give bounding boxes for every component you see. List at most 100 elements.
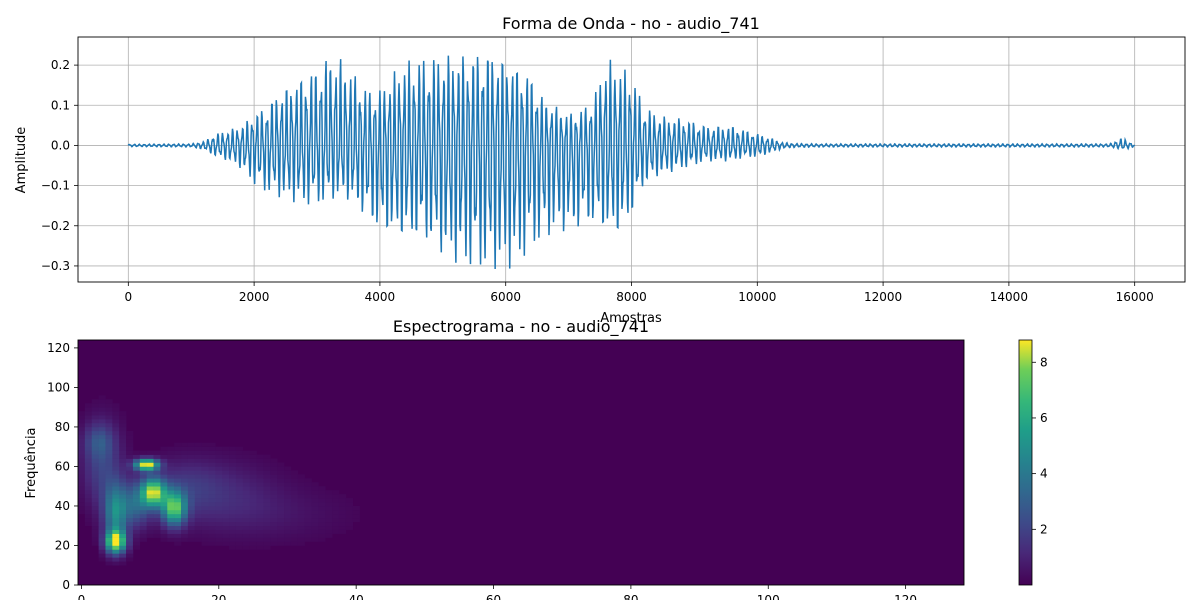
spectrogram-cell	[290, 509, 299, 515]
spectrogram-cell	[112, 505, 120, 511]
spectrogram-cell	[146, 533, 154, 538]
spectrogram-cell	[297, 502, 305, 507]
spectrogram-cell	[132, 513, 141, 519]
spectrogram-y-tick-label: 60	[55, 459, 70, 473]
spectrogram-cell	[297, 529, 305, 534]
spectrogram-cell	[290, 533, 299, 538]
spectrogram-cell	[181, 446, 189, 451]
spectrogram-cell	[277, 474, 285, 479]
spectrogram-cell	[91, 426, 99, 432]
spectrogram-cell	[112, 561, 120, 566]
waveform-y-tick-label: −0.2	[41, 219, 70, 233]
spectrogram-cell	[249, 517, 257, 523]
spectrogram-cell	[235, 541, 244, 546]
spectrogram-cell	[256, 474, 264, 479]
spectrogram-cell	[98, 494, 106, 499]
spectrogram-cell	[139, 537, 147, 542]
spectrogram-cell	[249, 454, 257, 459]
spectrogram-cell	[270, 462, 278, 467]
spectrogram-cell	[112, 403, 120, 408]
spectrogram-cell	[194, 509, 202, 515]
spectrogram-cell	[98, 438, 106, 444]
spectrogram-cell	[105, 521, 113, 527]
spectrogram-cell	[194, 498, 202, 503]
spectrogram-cell	[146, 474, 154, 479]
spectrogram-cell	[78, 454, 86, 459]
spectrogram-cell	[345, 525, 354, 530]
spectrogram-cell	[297, 505, 305, 511]
spectrogram-cell	[222, 486, 230, 491]
spectrogram-cell	[160, 474, 168, 479]
spectrogram-cell	[167, 478, 175, 483]
spectrogram-cell	[84, 454, 93, 459]
spectrogram-cell	[98, 407, 106, 412]
spectrogram-cell	[98, 442, 106, 447]
spectrogram-cell	[222, 458, 230, 463]
spectrogram-cell	[112, 494, 120, 499]
spectrogram-cell	[105, 478, 113, 483]
spectrogram-cell	[181, 482, 189, 487]
spectrogram-cell	[187, 450, 196, 455]
spectrogram-cell	[105, 474, 113, 479]
spectrogram-cell	[338, 509, 347, 515]
spectrogram-cell	[174, 454, 182, 459]
spectrogram-cell	[249, 466, 257, 471]
spectrogram-cell	[222, 505, 230, 511]
spectrogram-cell	[290, 498, 299, 503]
spectrogram-cell	[256, 482, 264, 487]
spectrogram-cell	[160, 525, 168, 530]
spectrogram-cell	[181, 498, 189, 503]
spectrogram-cell	[249, 529, 257, 534]
spectrogram-cell	[119, 517, 127, 523]
spectrogram-cell	[153, 505, 161, 511]
spectrogram-cell	[345, 517, 354, 523]
spectrogram-cell	[325, 494, 333, 499]
spectrogram-cell	[146, 486, 154, 491]
spectrogram-cell	[119, 486, 127, 491]
spectrogram-cell	[297, 525, 305, 530]
spectrogram-cell	[146, 450, 154, 455]
spectrogram-cell	[290, 494, 299, 499]
spectrogram-cell	[256, 462, 264, 467]
spectrogram-cell	[222, 541, 230, 546]
spectrogram-cell	[201, 482, 209, 487]
spectrogram-cell	[167, 458, 175, 463]
spectrogram-cell	[263, 509, 271, 515]
spectrogram-cell	[235, 454, 244, 459]
spectrogram-cell	[242, 545, 251, 550]
spectrogram-cell	[139, 458, 147, 463]
spectrogram-cell	[139, 454, 147, 459]
spectrogram-cell	[201, 494, 209, 499]
spectrogram-cell	[112, 529, 120, 534]
spectrogram-cell	[235, 521, 244, 527]
spectrogram-cell	[132, 517, 141, 523]
spectrogram-cell	[78, 470, 86, 475]
waveform-x-ticks: 0 2000 4000 6000 8000 10000 12000 14000 16000	[124, 282, 1154, 304]
spectrogram-cell	[84, 458, 93, 463]
spectrogram-cell	[201, 498, 209, 503]
spectrogram-cell	[84, 422, 93, 428]
spectrogram-cell	[146, 482, 154, 487]
spectrogram-cell	[208, 450, 216, 455]
spectrogram-cell	[318, 494, 326, 499]
spectrogram-cell	[297, 541, 305, 546]
spectrogram-cell	[105, 454, 113, 459]
spectrogram-cell	[263, 462, 271, 467]
spectrogram-cell	[146, 529, 154, 534]
spectrogram-cell	[284, 478, 292, 483]
waveform-x-tick-label: 2000	[239, 290, 270, 304]
spectrogram-cell	[215, 458, 223, 463]
spectrogram-cell	[105, 470, 113, 475]
spectrogram-cell	[105, 509, 113, 515]
spectrogram-cell	[146, 502, 154, 507]
spectrogram-cell	[139, 462, 147, 467]
spectrogram-cell	[181, 470, 189, 475]
spectrogram-cell	[78, 494, 86, 499]
spectrogram-cell	[201, 474, 209, 479]
spectrogram-cell	[194, 474, 202, 479]
spectrogram-cell	[215, 482, 223, 487]
spectrogram-cell	[167, 509, 175, 515]
spectrogram-cell	[112, 537, 120, 542]
spectrogram-cell	[112, 498, 120, 503]
spectrogram-cell	[153, 458, 161, 463]
